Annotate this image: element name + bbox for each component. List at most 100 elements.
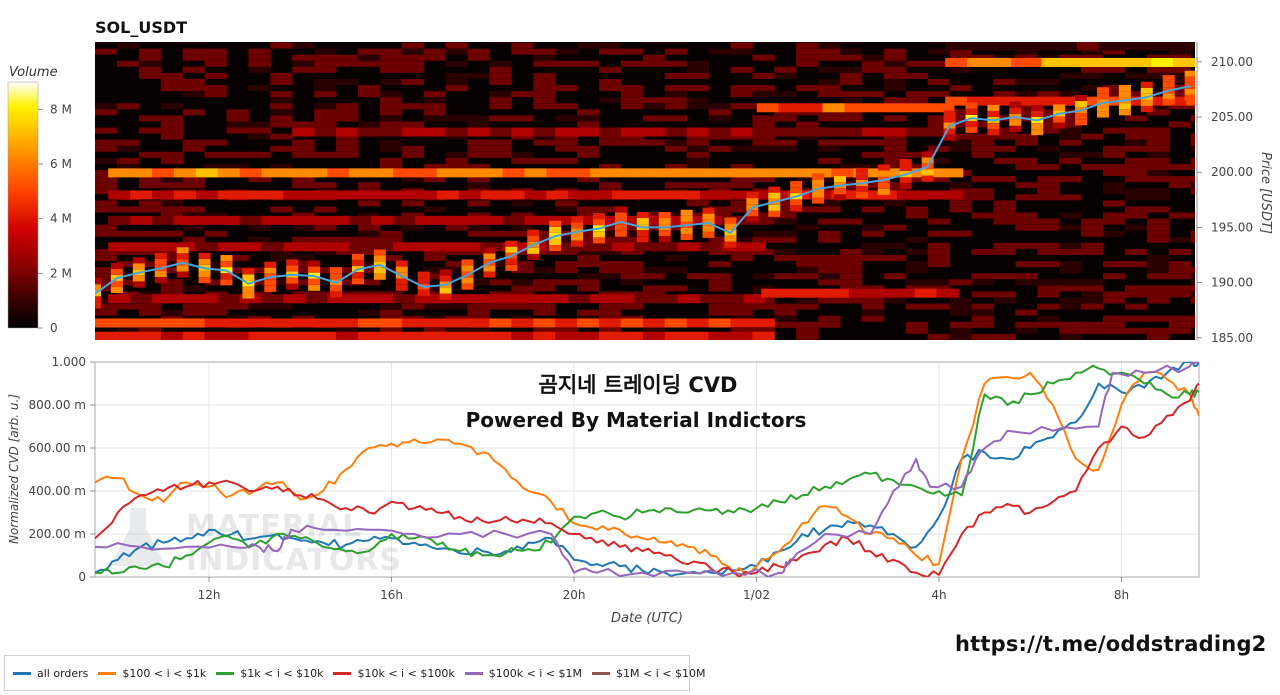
- heatmap-band-cell: [1186, 42, 1195, 51]
- heatmap-cell: [774, 72, 797, 79]
- heatmap-band-cell: [1054, 42, 1078, 51]
- heatmap-band-cell: [721, 294, 745, 304]
- heatmap-hot-cell: [855, 186, 868, 193]
- heatmap-cell: [555, 85, 578, 92]
- heatmap-band-cell: [379, 331, 403, 340]
- heatmap-cell: [1124, 176, 1148, 183]
- legend-item[interactable]: $100k < i < $1M: [464, 667, 582, 680]
- heatmap-cell: [270, 97, 293, 104]
- heatmap-cell: [577, 230, 600, 237]
- heatmap-cell: [423, 267, 447, 274]
- heatmap-cell: [467, 327, 490, 334]
- heatmap-hot-cell: [571, 222, 584, 229]
- heatmap-hot-cell: [1009, 125, 1022, 132]
- heatmap-cell: [116, 163, 140, 170]
- heatmap-cell: [620, 224, 644, 231]
- heatmap-band-cell: [844, 103, 867, 113]
- heatmap-cell: [971, 188, 994, 195]
- heatmap-cell: [160, 230, 184, 237]
- heatmap-cell: [489, 303, 512, 310]
- heatmap-cell: [357, 230, 381, 237]
- heatmap-cell: [1059, 242, 1082, 249]
- heatmap-cell: [971, 248, 994, 255]
- heatmap-cell: [1124, 194, 1148, 201]
- heatmap-hot-cell: [351, 253, 364, 260]
- heatmap-cell: [774, 212, 797, 219]
- heatmap-cell: [379, 230, 403, 237]
- heatmap-band-cell: [327, 215, 350, 225]
- heatmap-band-cell: [445, 127, 469, 137]
- heatmap-band-cell: [826, 288, 850, 298]
- cvd-series-line: [95, 364, 1199, 575]
- heatmap-cell: [598, 224, 622, 231]
- heatmap-cell: [927, 145, 951, 152]
- heatmap-cell: [598, 48, 622, 55]
- heatmap-band-cell: [239, 294, 263, 304]
- heatmap-hot-cell: [220, 255, 233, 262]
- heatmap-cell: [336, 115, 359, 122]
- heatmap-cell: [752, 54, 775, 61]
- heatmap-cell: [1059, 297, 1082, 304]
- telegram-link[interactable]: https://t.me/oddstrading2: [955, 632, 1267, 656]
- heatmap-cell: [1059, 157, 1082, 164]
- colorbar-tick-label: 4 M: [50, 212, 72, 226]
- heatmap-hot-cell: [154, 252, 167, 259]
- heatmap-cell: [379, 103, 403, 110]
- heatmap-hot-cell: [877, 170, 890, 177]
- heatmap-cell: [598, 248, 622, 255]
- heatmap-cell: [1124, 285, 1148, 292]
- heatmap-hot-cell: [549, 220, 562, 227]
- heatmap-band-cell: [752, 331, 775, 340]
- legend-item[interactable]: $1M < i < $10M: [592, 667, 705, 680]
- heatmap-cell: [314, 236, 337, 243]
- heatmap-cell: [160, 42, 184, 43]
- heatmap-cell: [1124, 206, 1148, 213]
- heatmap-cell: [577, 151, 600, 158]
- legend-item[interactable]: all orders: [13, 667, 88, 680]
- heatmap-cell: [1081, 224, 1104, 231]
- heatmap-cell: [533, 285, 556, 292]
- price-tick-label: 205.00: [1211, 110, 1253, 124]
- legend-item[interactable]: $1k < i < $10k: [216, 667, 323, 680]
- heatmap-cell: [905, 91, 929, 98]
- heatmap-cell: [1059, 176, 1082, 183]
- heatmap-band-cell: [577, 127, 600, 137]
- heatmap-hot-cell: [1075, 94, 1088, 101]
- heatmap-cell: [927, 48, 951, 55]
- heatmap-band-cell: [533, 318, 556, 328]
- heatmap-cell: [752, 236, 775, 243]
- heatmap-cell: [752, 273, 775, 280]
- heatmap-cell: [620, 236, 644, 243]
- heatmap-band-cell: [401, 318, 425, 328]
- heatmap-hot-cell: [592, 237, 605, 244]
- heatmap-hot-cell: [987, 104, 1000, 111]
- cvd-y-tick-label: 0: [78, 570, 86, 584]
- heatmap-cell: [730, 66, 753, 73]
- legend-item[interactable]: $10k < i < $100k: [333, 667, 455, 680]
- heatmap-cell: [708, 182, 731, 189]
- heatmap-band-cell: [336, 331, 359, 340]
- heatmap-cell: [160, 103, 184, 110]
- heatmap-cell: [1168, 315, 1192, 322]
- heatmap-cell: [1037, 315, 1060, 322]
- heatmap-cell: [905, 267, 929, 274]
- heatmap-cell: [489, 72, 512, 79]
- heatmap-cell: [796, 54, 819, 61]
- heatmap-band-cell: [989, 42, 1012, 51]
- heatmap-band-cell: [226, 318, 249, 328]
- heatmap-cell: [182, 303, 206, 310]
- heatmap-cell: [840, 48, 863, 55]
- heatmap-cell: [467, 182, 490, 189]
- legend-item[interactable]: $100 < i < $1k: [98, 667, 206, 680]
- heatmap-cell: [840, 54, 863, 61]
- heatmap-cell: [1168, 72, 1192, 79]
- heatmap-cell: [664, 91, 688, 98]
- heatmap-band-cell: [458, 215, 482, 225]
- heatmap-hot-cell: [1118, 85, 1131, 92]
- heatmap-band-cell: [489, 331, 512, 340]
- heatmap-cell: [423, 255, 447, 262]
- heatmap-band-cell: [173, 190, 197, 200]
- heatmap-cell: [270, 91, 293, 98]
- heatmap-cell: [555, 236, 578, 243]
- heatmap-cell: [1124, 127, 1148, 134]
